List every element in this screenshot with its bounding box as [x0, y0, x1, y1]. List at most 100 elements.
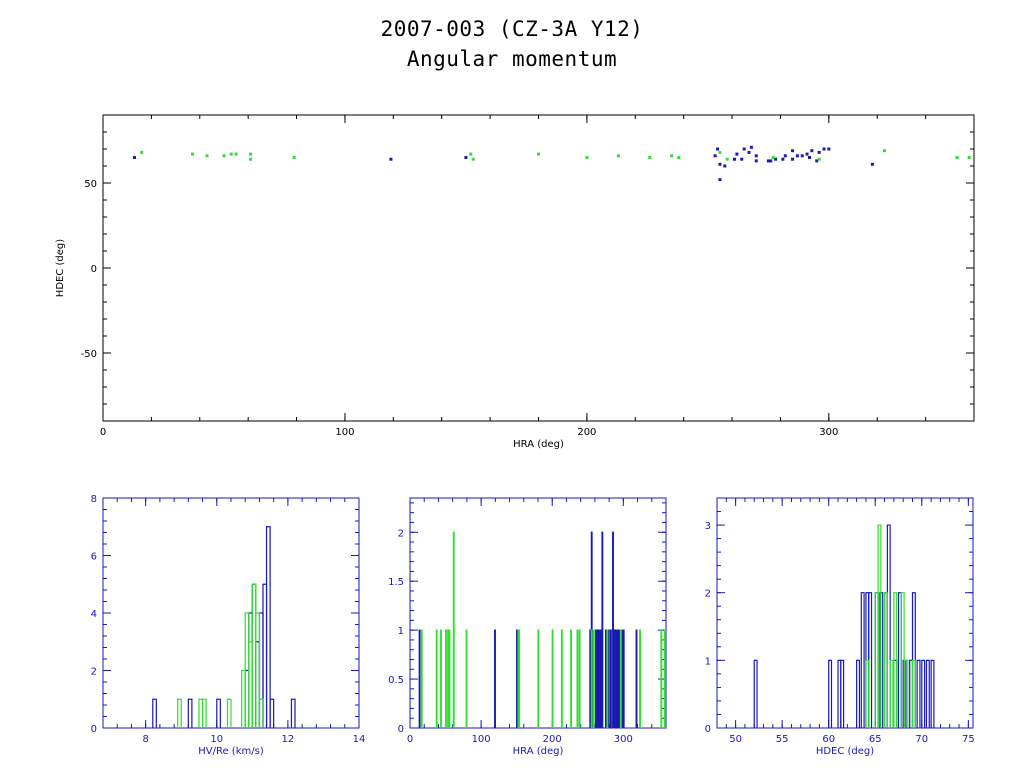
- histogram-bar-blue: [930, 659, 935, 728]
- histogram-bar-green: [660, 629, 663, 728]
- histogram-bar-blue: [269, 698, 275, 728]
- hist-hra-x-tick-label: 100: [472, 734, 491, 745]
- data-point-green: [537, 152, 540, 156]
- scatter-x-tick-label: 100: [335, 427, 354, 438]
- histogram-bar-green: [889, 659, 894, 728]
- data-point-green: [249, 152, 253, 156]
- scatter-y-axis-label: HDEC (deg): [55, 239, 66, 297]
- data-point-blue: [870, 162, 874, 166]
- data-point-green: [817, 157, 821, 161]
- data-point-blue: [735, 152, 739, 156]
- data-point-blue: [713, 154, 717, 158]
- hist-hv-x-tick-label: 8: [142, 734, 148, 745]
- histogram-bar-green: [537, 629, 540, 728]
- hist-hv-x-tick-label: 14: [353, 734, 366, 745]
- histogram-bar-green: [592, 629, 595, 728]
- data-point-green: [955, 156, 959, 159]
- hist-hra-y-tick-label: 1.5: [388, 577, 404, 588]
- histogram-bar-green: [606, 629, 609, 728]
- data-point-green: [249, 157, 253, 161]
- histogram-bar-green: [560, 629, 563, 728]
- histogram-bar-green: [865, 659, 870, 728]
- hist-hra-y-tick-label: 0.5: [388, 675, 404, 686]
- scatter-x-tick-label: 200: [577, 427, 596, 438]
- histogram-bar-blue: [494, 629, 496, 728]
- histogram-bar-blue: [597, 629, 600, 728]
- histogram-bar-blue: [621, 629, 624, 728]
- data-point-green: [648, 156, 652, 159]
- data-point-blue: [791, 157, 795, 161]
- data-point-blue: [747, 150, 751, 154]
- data-point-blue: [805, 152, 809, 156]
- histogram-bar-blue: [265, 526, 271, 728]
- scatter-x-tick-label: 300: [819, 427, 838, 438]
- scatter-x-axis-label: HRA (deg): [513, 439, 564, 450]
- histogram-bar-green: [570, 629, 573, 728]
- histogram-bar-blue: [828, 659, 833, 728]
- histogram-bar-blue: [635, 629, 638, 728]
- histogram-bar-blue: [216, 698, 221, 728]
- histogram-bar-green: [883, 592, 888, 728]
- hist-hra-x-axis-label: HRA (deg): [513, 746, 564, 757]
- data-point-blue: [464, 156, 468, 159]
- histogram-bar-green: [900, 592, 905, 728]
- histogram-bar-blue: [916, 659, 921, 728]
- histogram-bar-blue: [152, 698, 157, 728]
- histogram-bar-blue: [856, 659, 861, 728]
- data-point-green: [234, 152, 238, 156]
- histogram-bar-blue: [753, 659, 758, 728]
- data-point-green: [585, 156, 589, 159]
- hist-hv-y-tick-label: 4: [91, 609, 97, 620]
- data-point-green: [191, 152, 195, 156]
- data-point-blue: [766, 159, 770, 163]
- hist-hra-x-tick-label: 200: [543, 734, 562, 745]
- histogram-bar-green: [911, 659, 916, 728]
- hist-hv-x-tick-label: 12: [282, 734, 295, 745]
- data-point-blue: [774, 157, 778, 161]
- hist-hv-y-tick-label: 0: [91, 724, 97, 735]
- data-point-green: [140, 150, 144, 154]
- data-point-green: [670, 154, 674, 158]
- scatter-y-tick-label: 50: [84, 179, 97, 190]
- data-point-blue: [769, 159, 773, 163]
- hist-hra-y-tick-label: 2: [398, 528, 404, 539]
- chart-title: 2007-003 (CZ-3A Y12): [380, 17, 644, 41]
- data-point-blue: [783, 154, 787, 158]
- histogram-bar-blue: [418, 629, 421, 728]
- histogram-bar-green: [255, 612, 261, 728]
- hist-hdec-x-tick-label: 60: [822, 734, 835, 745]
- histogram-bar-green: [448, 629, 451, 728]
- data-point-blue: [822, 147, 826, 151]
- data-point-blue: [749, 145, 753, 149]
- hist-hv-y-tick-label: 6: [91, 552, 97, 563]
- hist-hra-x-tick-label: 0: [407, 734, 413, 745]
- hist-hv-y-tick-label: 2: [91, 667, 97, 678]
- data-point-blue: [742, 147, 746, 151]
- histogram-bar-blue: [840, 659, 845, 728]
- data-point-blue: [754, 159, 758, 163]
- data-point-green: [616, 154, 620, 158]
- histogram-bar-blue: [617, 629, 620, 728]
- histogram-bar-green: [590, 629, 593, 728]
- histogram-bar-green: [576, 629, 579, 728]
- title-block: 2007-003 (CZ-3A Y12) Angular momentum: [0, 14, 1024, 74]
- hist-hdec-frame: [716, 497, 974, 729]
- data-point-blue: [791, 149, 795, 153]
- hist-hdec-x-tick-label: 75: [962, 734, 975, 745]
- hist-hdec-y-tick-label: 3: [705, 521, 711, 532]
- histogram-bar-green: [444, 629, 447, 728]
- data-point-blue: [389, 157, 393, 161]
- histogram-bar-green: [551, 629, 554, 728]
- data-point-green: [469, 152, 473, 156]
- data-point-blue: [732, 157, 736, 161]
- chart-subtitle: Angular momentum: [406, 47, 618, 71]
- scatter-y-tick-label: 0: [91, 264, 97, 275]
- data-point-blue: [718, 178, 722, 182]
- histogram-bar-blue: [601, 531, 604, 728]
- histogram-bar-green: [639, 629, 642, 728]
- data-point-blue: [800, 154, 804, 158]
- histogram-bar-green: [465, 629, 468, 728]
- histogram-bar-green: [177, 698, 182, 728]
- hist-hdec-x-tick-label: 65: [869, 734, 882, 745]
- data-point-blue: [723, 164, 727, 168]
